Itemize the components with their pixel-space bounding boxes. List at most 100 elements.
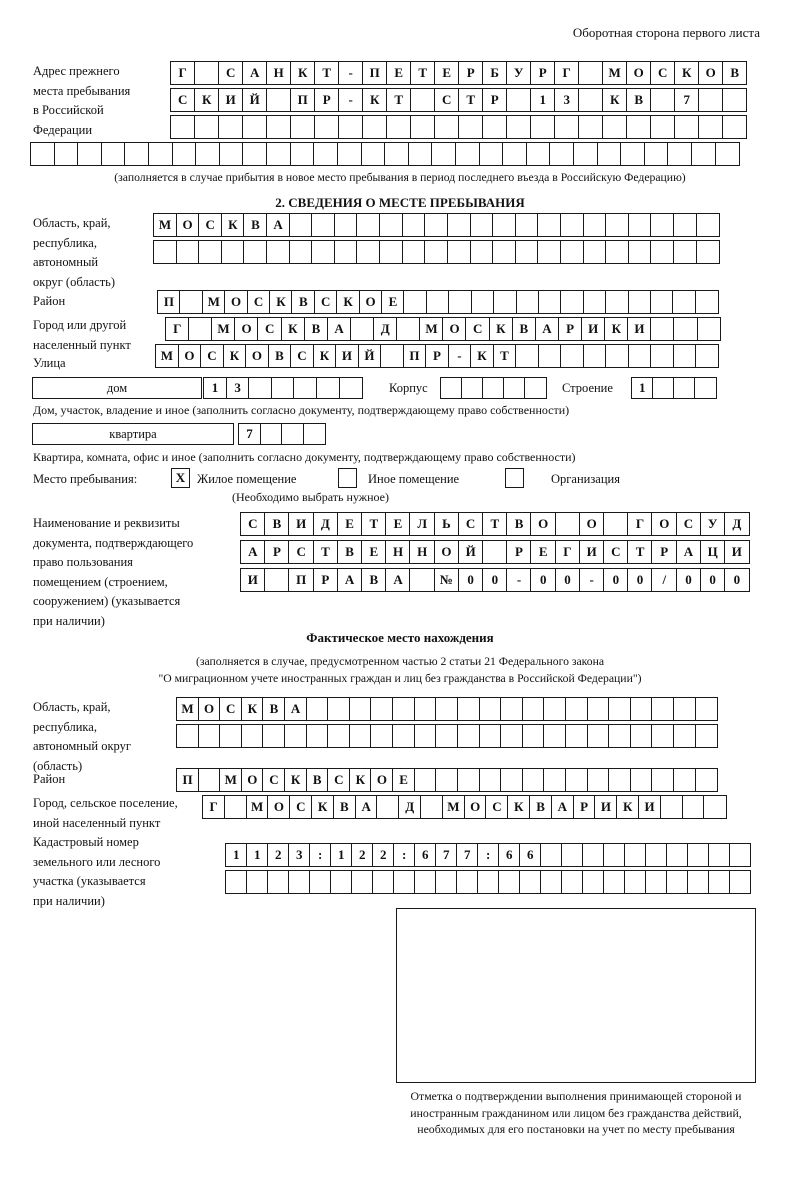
form-cell[interactable] bbox=[514, 240, 539, 264]
form-cell[interactable] bbox=[695, 344, 719, 368]
form-cell[interactable] bbox=[698, 115, 724, 139]
form-cell[interactable]: И bbox=[288, 512, 314, 536]
form-cell[interactable] bbox=[694, 724, 718, 748]
form-cell[interactable]: Г bbox=[165, 317, 190, 341]
form-cell[interactable]: Т bbox=[492, 344, 517, 368]
form-cell[interactable]: О bbox=[651, 512, 678, 536]
form-cell[interactable]: П bbox=[288, 568, 314, 592]
form-cell[interactable] bbox=[694, 377, 717, 399]
form-cell[interactable] bbox=[561, 843, 584, 867]
form-cell[interactable] bbox=[708, 870, 731, 894]
form-cell[interactable] bbox=[603, 870, 626, 894]
form-cell[interactable]: 2 bbox=[267, 843, 290, 867]
form-cell[interactable] bbox=[578, 88, 604, 112]
form-cell[interactable] bbox=[582, 870, 605, 894]
form-cell[interactable]: С bbox=[457, 512, 484, 536]
form-cell[interactable]: А bbox=[534, 317, 560, 341]
form-cell[interactable] bbox=[649, 290, 674, 314]
form-cell[interactable] bbox=[470, 290, 495, 314]
form-cell[interactable]: К bbox=[290, 61, 316, 85]
form-cell[interactable]: И bbox=[578, 540, 605, 564]
form-cell[interactable]: 7 bbox=[238, 423, 261, 445]
form-cell[interactable]: О bbox=[626, 61, 652, 85]
form-cell[interactable] bbox=[262, 724, 286, 748]
form-cell[interactable]: Р bbox=[458, 61, 484, 85]
form-cell[interactable]: К bbox=[194, 88, 220, 112]
form-cell[interactable] bbox=[348, 697, 372, 721]
form-cell[interactable]: 3 bbox=[288, 843, 311, 867]
form-cell[interactable] bbox=[521, 724, 545, 748]
form-cell[interactable] bbox=[266, 88, 292, 112]
document-row-3[interactable]: И П Р А В А № 0 0-0 0-0 0/0 0 0 bbox=[240, 568, 750, 592]
form-cell[interactable] bbox=[560, 290, 585, 314]
form-cell[interactable] bbox=[198, 240, 223, 264]
form-cell[interactable] bbox=[264, 568, 290, 592]
form-cell[interactable] bbox=[170, 115, 196, 139]
form-cell[interactable]: В bbox=[291, 290, 316, 314]
form-cell[interactable] bbox=[456, 724, 480, 748]
form-cell[interactable] bbox=[414, 870, 437, 894]
form-cell[interactable] bbox=[650, 240, 675, 264]
form-cell[interactable] bbox=[554, 115, 580, 139]
form-cell[interactable] bbox=[242, 115, 268, 139]
form-cell[interactable] bbox=[582, 213, 607, 237]
form-cell[interactable] bbox=[525, 142, 551, 166]
form-cell[interactable] bbox=[687, 870, 710, 894]
form-cell[interactable]: И bbox=[580, 317, 606, 341]
form-cell[interactable] bbox=[586, 768, 610, 792]
form-cell[interactable] bbox=[266, 142, 292, 166]
form-cell[interactable] bbox=[564, 724, 588, 748]
form-cell[interactable] bbox=[386, 115, 412, 139]
form-cell[interactable] bbox=[650, 213, 675, 237]
form-cell[interactable] bbox=[605, 213, 630, 237]
form-cell[interactable] bbox=[673, 240, 698, 264]
korpus-cells[interactable] bbox=[440, 377, 547, 399]
form-cell[interactable]: С bbox=[603, 540, 629, 564]
form-cell[interactable] bbox=[370, 724, 394, 748]
form-cell[interactable]: 6 bbox=[519, 843, 542, 867]
form-cell[interactable] bbox=[673, 724, 697, 748]
form-cell[interactable] bbox=[456, 870, 479, 894]
form-cell[interactable]: - bbox=[338, 61, 364, 85]
form-cell[interactable]: С bbox=[246, 290, 271, 314]
form-cell[interactable] bbox=[530, 115, 556, 139]
form-cell[interactable]: С bbox=[289, 795, 313, 819]
form-cell[interactable] bbox=[333, 213, 358, 237]
form-cell[interactable]: О bbox=[370, 768, 394, 792]
form-cell[interactable]: В bbox=[336, 540, 363, 564]
form-cell[interactable] bbox=[349, 317, 375, 341]
form-cell[interactable]: С bbox=[257, 317, 282, 341]
form-cell[interactable] bbox=[360, 142, 386, 166]
form-cell[interactable]: С bbox=[198, 213, 223, 237]
form-cell[interactable] bbox=[338, 377, 363, 399]
form-cell[interactable] bbox=[446, 213, 471, 237]
form-cell[interactable]: Т bbox=[312, 540, 339, 564]
form-cell[interactable] bbox=[564, 697, 588, 721]
form-cell[interactable]: 7 bbox=[435, 843, 458, 867]
form-cell[interactable]: : bbox=[393, 843, 416, 867]
stay-option-zhiloe-checkbox[interactable]: X bbox=[171, 468, 190, 488]
form-cell[interactable] bbox=[372, 870, 395, 894]
form-cell[interactable] bbox=[514, 213, 539, 237]
form-cell[interactable] bbox=[714, 142, 740, 166]
form-cell[interactable] bbox=[492, 213, 517, 237]
form-cell[interactable]: О bbox=[442, 317, 467, 341]
form-cell[interactable]: 0 bbox=[482, 568, 508, 592]
form-cell[interactable]: Д bbox=[312, 512, 339, 536]
form-cell[interactable] bbox=[333, 240, 358, 264]
form-cell[interactable] bbox=[596, 142, 622, 166]
form-cell[interactable] bbox=[722, 88, 748, 112]
form-cell[interactable] bbox=[559, 213, 584, 237]
form-cell[interactable]: Т bbox=[410, 61, 436, 85]
form-cell[interactable]: 0 bbox=[627, 568, 653, 592]
form-cell[interactable] bbox=[384, 142, 410, 166]
form-cell[interactable]: Г bbox=[627, 512, 653, 536]
form-cell[interactable]: А bbox=[354, 795, 378, 819]
form-cell[interactable]: К bbox=[602, 88, 628, 112]
form-cell[interactable]: С bbox=[313, 290, 338, 314]
form-cell[interactable] bbox=[540, 843, 563, 867]
form-cell[interactable]: П bbox=[157, 290, 181, 314]
form-cell[interactable]: Л bbox=[409, 512, 436, 536]
form-cell[interactable] bbox=[469, 240, 494, 264]
